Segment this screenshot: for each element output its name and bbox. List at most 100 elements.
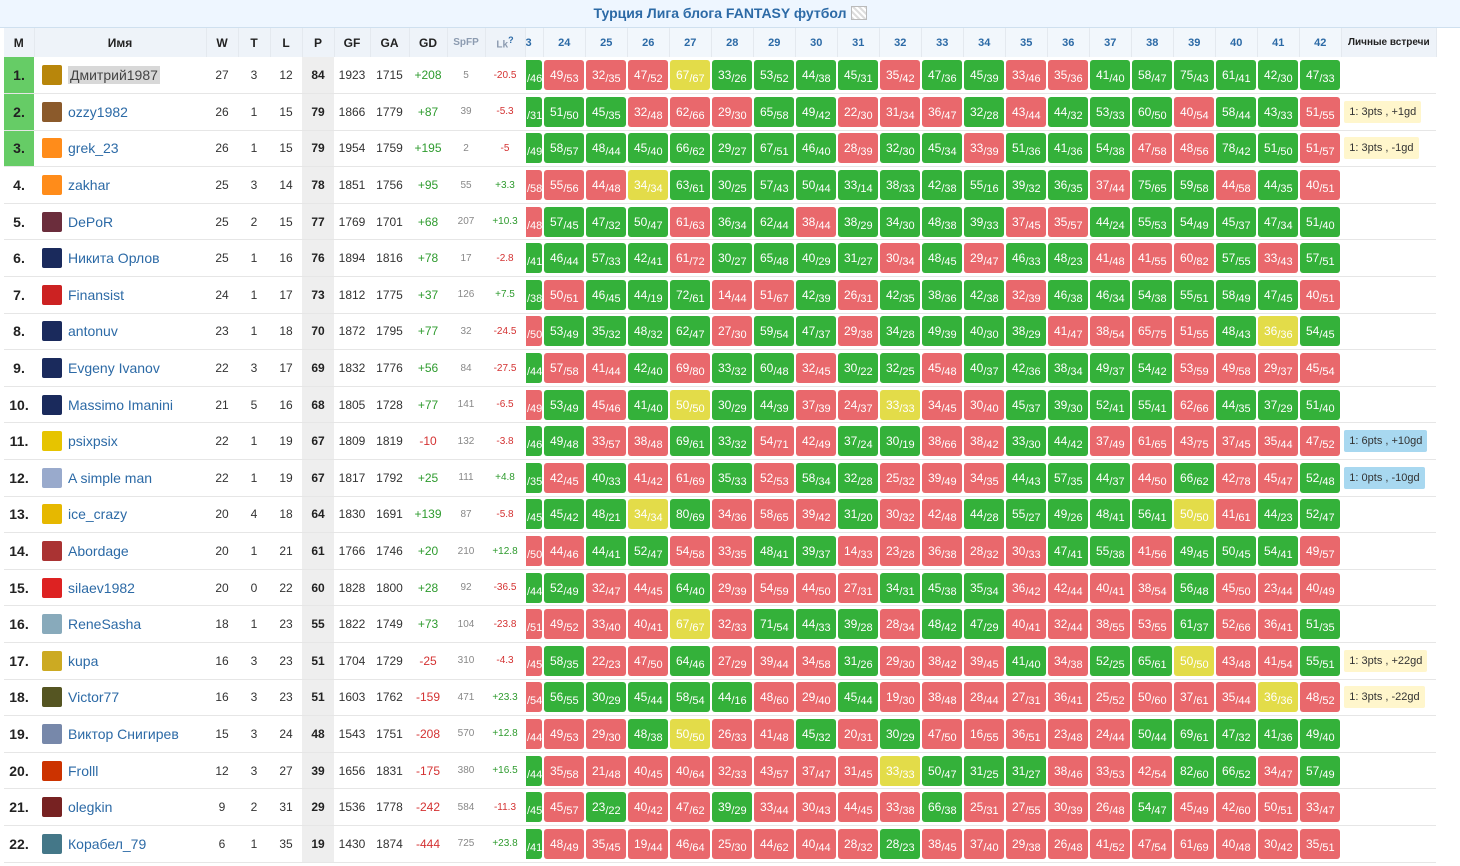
match-result[interactable]: 44/45 [838, 792, 879, 823]
col-header-name[interactable]: Имя [34, 28, 207, 57]
match-result[interactable]: /50 [526, 536, 543, 567]
player-name-link[interactable]: Victor77 [68, 689, 120, 706]
match-result[interactable]: 39/30 [1048, 389, 1089, 420]
match-result[interactable]: 45/34 [922, 133, 963, 164]
match-result[interactable]: 35/36 [1048, 60, 1089, 91]
match-result[interactable]: 36/47 [922, 96, 963, 127]
match-result[interactable]: 44/35 [1216, 389, 1257, 420]
match-result[interactable]: 41/55 [1132, 243, 1173, 274]
match-result[interactable]: 40/41 [1090, 572, 1131, 603]
match-result[interactable]: 29/38 [838, 316, 879, 347]
table-row[interactable]: 5. DePoR 25 2 15 77 1769 1701 +68 207 +10.3/48 57/4… [4, 203, 1437, 241]
player-name-link[interactable]: DePoR [68, 213, 114, 230]
match-result[interactable]: 49/37 [1090, 353, 1131, 384]
match-result[interactable]: 56/48 [1174, 572, 1215, 603]
match-result[interactable]: 50/44 [796, 170, 837, 201]
match-result[interactable]: 40/51 [1300, 170, 1341, 201]
match-result[interactable]: 51/35 [1300, 609, 1341, 640]
match-result[interactable]: 42/45 [544, 462, 585, 493]
match-result[interactable]: 41/36 [1258, 718, 1299, 749]
match-result[interactable]: 38/48 [922, 682, 963, 713]
match-result[interactable]: 64/40 [670, 572, 711, 603]
match-result[interactable]: 51/40 [1300, 206, 1341, 237]
match-result[interactable]: 49/26 [1048, 499, 1089, 530]
match-result[interactable]: /41 [526, 243, 543, 274]
table-row[interactable]: 21. olegkin 9 2 31 29 1536 1778 -242 584 -11.3/45 4… [4, 788, 1437, 826]
table-row[interactable]: 12. A simple man 22 1 19 67 1817 1792 +25 111 +4.8… [4, 459, 1437, 497]
table-row[interactable]: 16. ReneSasha 18 1 23 55 1822 1749 +73 104 -23.8/5… [4, 605, 1437, 643]
match-result[interactable]: /44 [526, 353, 543, 384]
match-result[interactable]: 47/32 [586, 206, 627, 237]
match-result[interactable]: /44 [526, 572, 543, 603]
match-result[interactable]: 30/27 [712, 243, 753, 274]
col-header-h2h[interactable]: Личные встречи [1341, 28, 1437, 57]
match-result[interactable]: 31/26 [838, 645, 879, 676]
col-header-round-32[interactable]: 32 [879, 28, 922, 57]
match-result[interactable]: 51/55 [1300, 96, 1341, 127]
match-result[interactable]: 52/47 [1300, 499, 1341, 530]
match-result[interactable]: 41/54 [1258, 645, 1299, 676]
avatar[interactable] [42, 358, 62, 379]
col-header-round-42[interactable]: 42 [1299, 28, 1342, 57]
match-result[interactable]: 40/41 [628, 609, 669, 640]
col-header-p[interactable]: P [302, 28, 335, 57]
match-result[interactable]: /35 [526, 462, 543, 493]
match-result[interactable]: 49/40 [1300, 718, 1341, 749]
match-result[interactable]: 48/45 [922, 243, 963, 274]
match-result[interactable]: 46/38 [1048, 279, 1089, 310]
col-header-round-35[interactable]: 35 [1005, 28, 1048, 57]
col-header-t[interactable]: T [238, 28, 271, 57]
match-result[interactable]: 25/52 [1090, 682, 1131, 713]
match-result[interactable]: 57/35 [1048, 462, 1089, 493]
col-header-round-41[interactable]: 41 [1257, 28, 1300, 57]
match-result[interactable]: 49/45 [1174, 536, 1215, 567]
match-result[interactable]: 44/58 [1216, 170, 1257, 201]
player-name-link[interactable]: Finansist [68, 286, 125, 303]
match-result[interactable]: 54/38 [1132, 279, 1173, 310]
player-name-link[interactable]: ozzy1982 [68, 103, 128, 120]
match-result[interactable]: 37/39 [796, 389, 837, 420]
match-result[interactable]: 29/30 [712, 96, 753, 127]
match-result[interactable]: 25/31 [964, 792, 1005, 823]
match-result[interactable]: 37/45 [1216, 426, 1257, 457]
match-result[interactable]: /48 [526, 206, 543, 237]
match-result[interactable]: 38/45 [922, 828, 963, 859]
match-result[interactable]: 45/49 [1174, 792, 1215, 823]
match-result[interactable]: 33/14 [838, 170, 879, 201]
match-result[interactable]: 43/57 [754, 755, 795, 786]
match-result[interactable]: 35/51 [1300, 828, 1341, 859]
match-result[interactable]: 33/32 [712, 426, 753, 457]
match-result[interactable]: 42/38 [964, 279, 1005, 310]
match-result[interactable]: /41 [526, 828, 543, 859]
match-result[interactable]: 30/39 [1048, 792, 1089, 823]
match-result[interactable]: 80/69 [670, 499, 711, 530]
match-result[interactable]: 48/52 [1300, 682, 1341, 713]
match-result[interactable]: 47/54 [1132, 828, 1173, 859]
match-result[interactable]: 40/37 [964, 353, 1005, 384]
match-result[interactable]: 44/39 [754, 389, 795, 420]
match-result[interactable]: 55/27 [1006, 499, 1047, 530]
match-result[interactable]: /38 [526, 279, 543, 310]
col-header-round-28[interactable]: 28 [711, 28, 754, 57]
avatar[interactable] [42, 431, 62, 452]
match-result[interactable]: 48/41 [754, 536, 795, 567]
match-result[interactable]: 21/48 [586, 755, 627, 786]
match-result[interactable]: 31/27 [838, 243, 879, 274]
match-result[interactable]: 38/29 [838, 206, 879, 237]
col-header-round-27[interactable]: 27 [669, 28, 712, 57]
match-result[interactable]: 39/37 [796, 536, 837, 567]
match-result[interactable]: 24/44 [1090, 718, 1131, 749]
match-result[interactable]: 38/44 [796, 206, 837, 237]
match-result[interactable]: 47/52 [628, 60, 669, 91]
match-result[interactable]: 23/28 [880, 536, 921, 567]
match-result[interactable]: 45/48 [922, 353, 963, 384]
match-result[interactable]: 48/41 [1090, 499, 1131, 530]
match-result[interactable]: /31 [526, 96, 543, 127]
match-result[interactable]: 35/34 [964, 572, 1005, 603]
match-result[interactable]: 34/35 [964, 462, 1005, 493]
match-result[interactable]: 40/49 [1300, 572, 1341, 603]
match-result[interactable]: 43/48 [1216, 645, 1257, 676]
match-result[interactable]: 16/55 [964, 718, 1005, 749]
match-result[interactable]: 44/50 [1132, 462, 1173, 493]
match-result[interactable]: 26/31 [838, 279, 879, 310]
